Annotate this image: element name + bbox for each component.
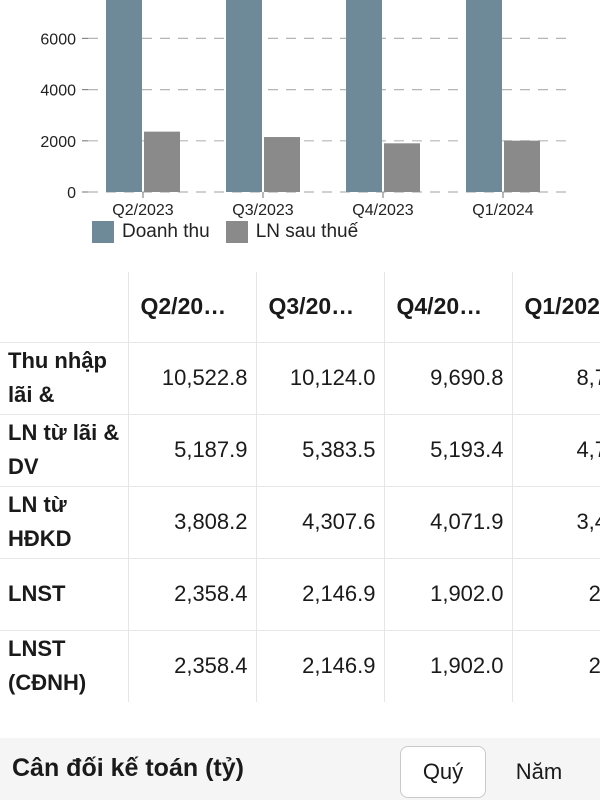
table-header-row: Q2/20… Q3/20… Q4/20… Q1/202: [0, 272, 600, 342]
x-tick-label: Q4/2023: [352, 202, 413, 219]
chart-legend: Doanh thu LN sau thuế: [92, 220, 374, 244]
x-tick-label: Q2/2023: [112, 202, 173, 219]
table-cell: 2,146.9: [256, 558, 385, 630]
table-cell: 1,902.0: [384, 558, 513, 630]
column-header[interactable]: Q4/20…: [384, 272, 513, 342]
column-header[interactable]: Q1/202: [512, 272, 600, 342]
legend-item-revenue: Doanh thu: [92, 221, 210, 243]
table-cell: 2,358.4: [128, 630, 257, 702]
table-cell: 10,522.8: [128, 342, 257, 414]
bar-profit[interactable]: [144, 131, 180, 192]
table-cell: 4,307.6: [256, 486, 385, 558]
year-tab-button[interactable]: Năm: [515, 759, 563, 784]
table-cell: 2,146.9: [256, 630, 385, 702]
bar-profit[interactable]: [264, 137, 300, 192]
bar-profit[interactable]: [504, 140, 540, 192]
row-label: LNST (CĐNH): [0, 630, 129, 702]
bar-revenue[interactable]: [346, 0, 382, 192]
table-cell: 2,00: [512, 558, 600, 630]
row-label: Thu nhập lãi &: [0, 342, 129, 414]
table-cell: 4,789: [512, 414, 600, 486]
table-cell: 2,00: [512, 630, 600, 702]
table-row: LN từ lãi & DV 5,187.9 5,383.5 5,193.4 4…: [0, 414, 600, 486]
bar-chart: 0 2000 4000 6000 Q2/2023 Q3/2023 Q4/2023 Q1/202…: [40, 0, 568, 219]
row-label: LNST: [0, 558, 129, 630]
legend-label-revenue: Doanh thu: [122, 221, 210, 242]
table-cell: 2,358.4: [128, 558, 257, 630]
y-tick-label: 4000: [40, 83, 76, 100]
table-cell: 9,690.8: [384, 342, 513, 414]
y-tick-label: 2000: [40, 134, 76, 151]
legend-item-profit: LN sau thuế: [225, 221, 359, 243]
table-cell: 10,124.0: [256, 342, 385, 414]
bar-revenue[interactable]: [466, 0, 502, 192]
row-label: LN từ lãi & DV: [0, 414, 129, 486]
table-row: LN từ HĐKD 3,808.2 4,307.6 4,071.9 3,447: [0, 486, 600, 558]
y-tick-label: 6000: [40, 31, 76, 48]
table-corner: [0, 272, 129, 342]
table-cell: 3,808.2: [128, 486, 257, 558]
legend-swatch-profit: [225, 221, 248, 243]
table-cell: 5,187.9: [128, 414, 257, 486]
quarter-tab-button[interactable]: Quý: [400, 746, 486, 798]
table-cell: 5,383.5: [256, 414, 385, 486]
table-row: LNST 2,358.4 2,146.9 1,902.0 2,00: [0, 558, 600, 630]
table-cell: 1,902.0: [384, 630, 513, 702]
balance-sheet-title: Cân đối kế toán (tỷ): [12, 754, 244, 782]
table-cell: 3,447: [512, 486, 600, 558]
balance-sheet-header: Cân đối kế toán (tỷ) Quý Năm: [0, 738, 600, 800]
table-cell: 8,731: [512, 342, 600, 414]
chart-labels: 0 2000 4000 6000 Q2/2023 Q3/2023 Q4/2023 Q1/202…: [40, 31, 533, 219]
bar-revenue[interactable]: [226, 0, 262, 192]
legend-swatch-revenue: [92, 221, 114, 243]
financial-table-scroll[interactable]: Q2/20… Q3/20… Q4/20… Q1/202 Thu nhập lãi…: [0, 272, 600, 704]
row-label: LN từ HĐKD: [0, 486, 129, 558]
y-tick-label: 0: [67, 185, 76, 202]
chart-bars: [106, 0, 540, 192]
bar-revenue[interactable]: [106, 0, 142, 192]
table-cell: 5,193.4: [384, 414, 513, 486]
x-tick-label: Q1/2024: [472, 202, 533, 219]
table-cell: 4,071.9: [384, 486, 513, 558]
table-row: Thu nhập lãi & 10,522.8 10,124.0 9,690.8…: [0, 342, 600, 414]
legend-label-profit: LN sau thuế: [255, 221, 359, 242]
column-header[interactable]: Q2/20…: [128, 272, 257, 342]
financial-table: Q2/20… Q3/20… Q4/20… Q1/202 Thu nhập lãi…: [0, 272, 600, 702]
x-tick-label: Q3/2023: [232, 202, 293, 219]
bar-profit[interactable]: [384, 143, 420, 192]
column-header[interactable]: Q3/20…: [256, 272, 385, 342]
table-row: LNST (CĐNH) 2,358.4 2,146.9 1,902.0 2,00: [0, 630, 600, 702]
